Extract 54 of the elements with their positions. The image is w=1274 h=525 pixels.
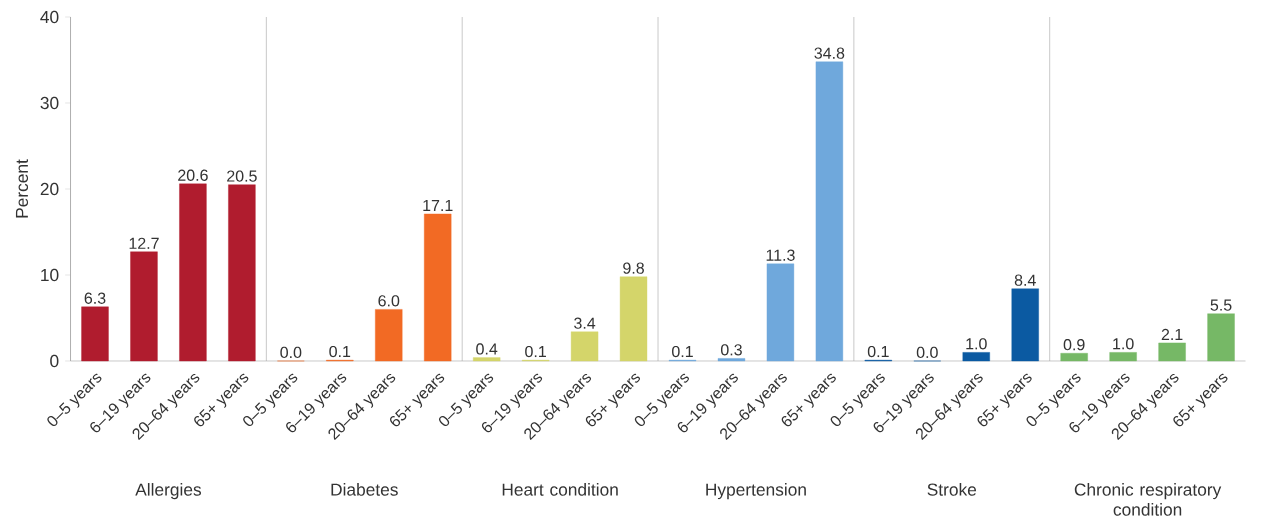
y-tick-label: 40 — [40, 10, 59, 24]
bar — [375, 309, 403, 362]
data-label: 3.4 — [574, 317, 596, 329]
bar — [717, 358, 746, 362]
y-tick-label: 20 — [40, 182, 59, 196]
data-label: 20.5 — [227, 170, 257, 182]
data-label: 0.9 — [1063, 339, 1085, 351]
data-label: 6.0 — [378, 295, 400, 307]
bar — [570, 331, 599, 362]
y-tick-label: 10 — [41, 268, 59, 282]
data-label: 0.4 — [476, 343, 498, 355]
data-label: 0.3 — [720, 344, 742, 356]
text: Chronic respiratory condition — [1074, 483, 1222, 516]
data-label: 9.8 — [623, 262, 644, 274]
data-label: 0.1 — [525, 345, 546, 358]
data-label: 0.1 — [867, 345, 889, 358]
bar — [1158, 342, 1186, 362]
bar — [228, 184, 256, 362]
text: Diabetes — [331, 483, 398, 496]
bar — [1207, 313, 1235, 362]
bar — [619, 276, 648, 362]
bar — [130, 251, 158, 362]
bar — [962, 352, 990, 362]
data-label: 5.5 — [1210, 299, 1232, 311]
bar — [81, 306, 109, 362]
bar — [179, 183, 207, 362]
y-tick-label: 0 — [50, 354, 59, 368]
text: Allergies — [135, 483, 202, 500]
data-label: 11.3 — [766, 249, 795, 261]
data-label: 2.1 — [1161, 328, 1183, 341]
y-tick-label: 30 — [40, 96, 59, 110]
data-label: 0.1 — [672, 345, 693, 358]
data-label: 6.3 — [84, 292, 106, 304]
bar — [1011, 288, 1039, 362]
data-label: 0.0 — [280, 346, 302, 359]
bar — [766, 263, 795, 362]
data-label: 0.1 — [329, 345, 351, 358]
data-label: 20.6 — [178, 169, 208, 181]
bar — [473, 357, 501, 362]
data-label: 1.0 — [1113, 338, 1134, 350]
data-label: 12.7 — [129, 237, 159, 249]
text: Hypertension — [706, 483, 806, 500]
bar — [1109, 352, 1137, 362]
y-axis-title: Percent — [15, 159, 29, 218]
bar — [815, 61, 844, 362]
text: Heart condition — [502, 483, 618, 496]
data-label: 17.1 — [423, 200, 453, 212]
data-label: 0.0 — [916, 346, 938, 359]
data-label: 8.4 — [1014, 274, 1036, 286]
bar — [424, 213, 452, 362]
data-label: 1.0 — [966, 338, 987, 350]
text: Stroke — [927, 483, 977, 496]
data-label: 34.8 — [814, 47, 845, 59]
bar — [1060, 353, 1088, 362]
